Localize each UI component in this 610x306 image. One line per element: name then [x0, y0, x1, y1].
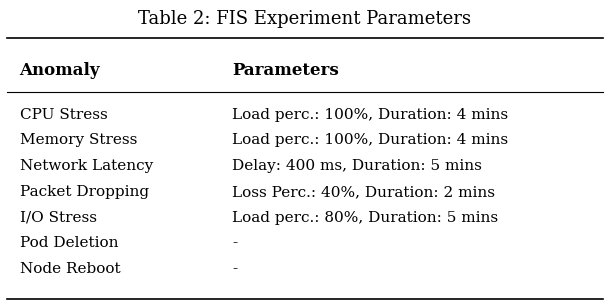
Text: Network Latency: Network Latency [20, 159, 153, 173]
Text: -: - [232, 237, 237, 250]
Text: Loss Perc.: 40%, Duration: 2 mins: Loss Perc.: 40%, Duration: 2 mins [232, 185, 495, 199]
Text: Memory Stress: Memory Stress [20, 133, 137, 147]
Text: Load perc.: 100%, Duration: 4 mins: Load perc.: 100%, Duration: 4 mins [232, 107, 508, 121]
Text: Node Reboot: Node Reboot [20, 262, 120, 276]
Text: Load perc.: 100%, Duration: 4 mins: Load perc.: 100%, Duration: 4 mins [232, 133, 508, 147]
Text: Load perc.: 80%, Duration: 5 mins: Load perc.: 80%, Duration: 5 mins [232, 211, 498, 225]
Text: -: - [232, 262, 237, 276]
Text: Pod Deletion: Pod Deletion [20, 237, 118, 250]
Text: Delay: 400 ms, Duration: 5 mins: Delay: 400 ms, Duration: 5 mins [232, 159, 482, 173]
Text: Anomaly: Anomaly [20, 62, 100, 79]
Text: Table 2: FIS Experiment Parameters: Table 2: FIS Experiment Parameters [138, 10, 472, 28]
Text: CPU Stress: CPU Stress [20, 107, 107, 121]
Text: Packet Dropping: Packet Dropping [20, 185, 149, 199]
Text: Parameters: Parameters [232, 62, 339, 79]
Text: I/O Stress: I/O Stress [20, 211, 96, 225]
